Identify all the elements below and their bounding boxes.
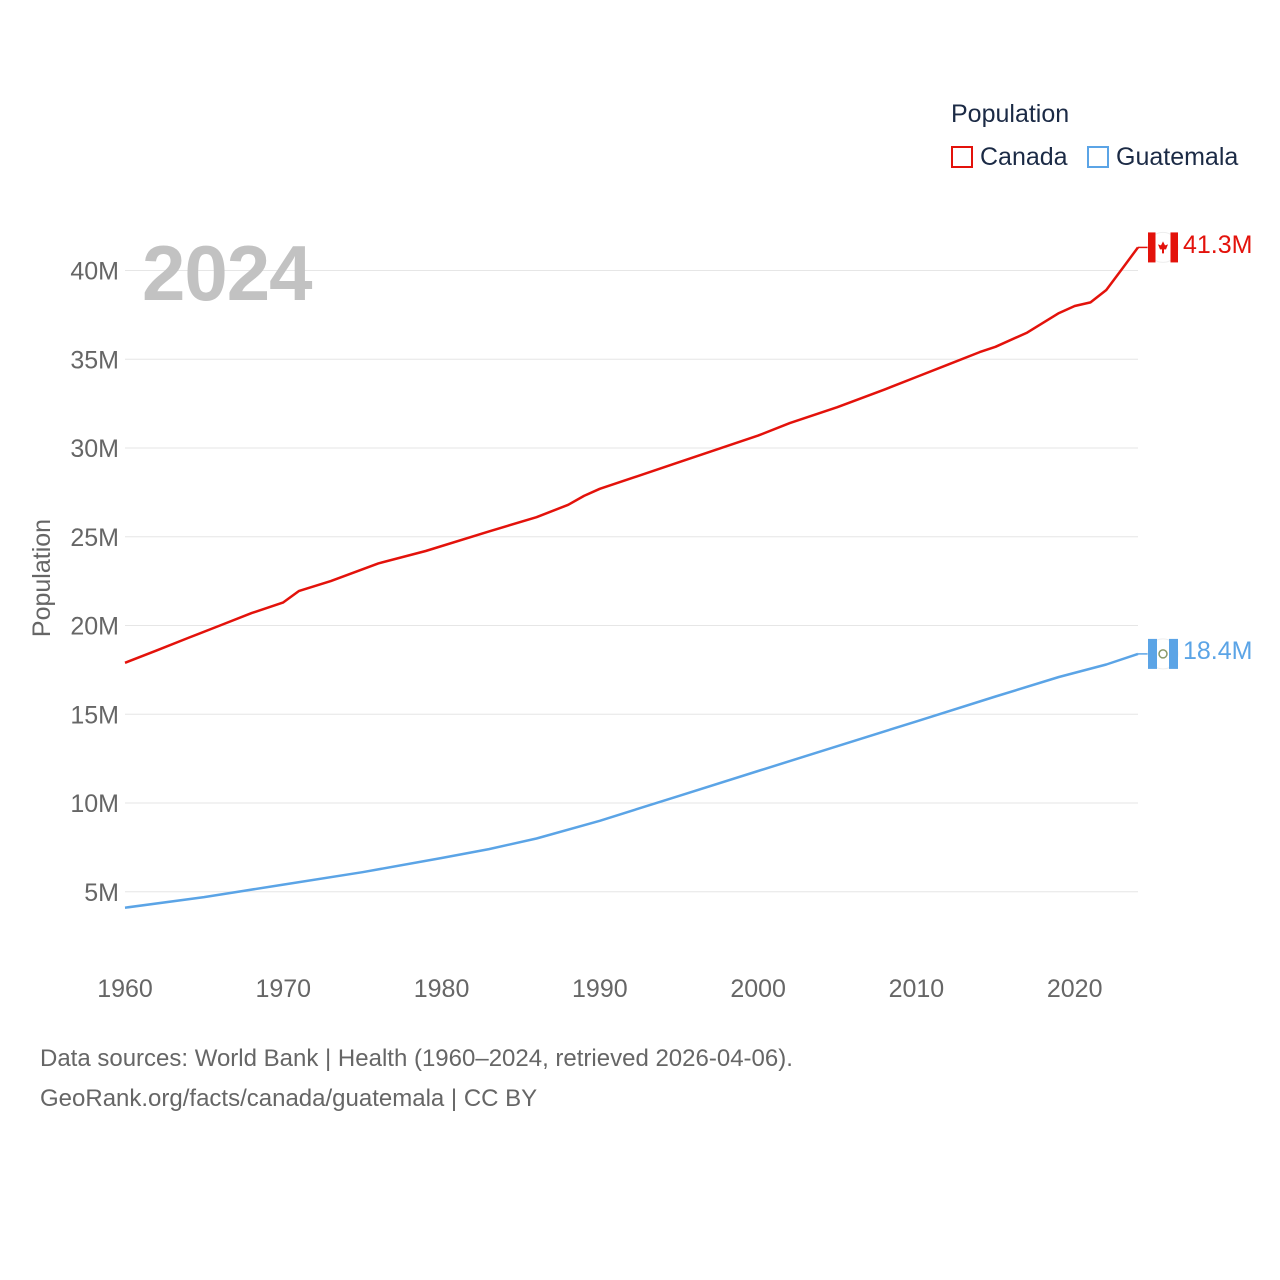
x-tick-label-1990: 1990 bbox=[572, 975, 628, 1003]
legend-label-guatemala: Guatemala bbox=[1116, 142, 1239, 171]
end-label-canada: 41.3M bbox=[1183, 231, 1253, 259]
legend-title: Population bbox=[951, 100, 1070, 128]
y-tick-label-10M: 10M bbox=[70, 790, 119, 818]
y-tick-label-25M: 25M bbox=[70, 524, 119, 552]
year-watermark: 2024 bbox=[142, 229, 313, 317]
legend-item-canada[interactable]: Canada bbox=[951, 141, 1068, 173]
footer-credit: GeoRank.org/facts/canada/guatemala | CC … bbox=[40, 1085, 538, 1112]
legend-swatch-guatemala bbox=[1087, 146, 1109, 168]
x-tick-label-1980: 1980 bbox=[414, 975, 470, 1003]
y-tick-label-30M: 30M bbox=[70, 435, 119, 463]
flag-guatemala-band-left bbox=[1148, 638, 1157, 669]
y-tick-label-20M: 20M bbox=[70, 613, 119, 641]
flag-canada-band-right bbox=[1170, 232, 1178, 263]
end-markers bbox=[1138, 231, 1179, 670]
flag-guatemala-band-right bbox=[1169, 638, 1178, 669]
gridlines bbox=[125, 270, 1138, 893]
x-tick-label-2010: 2010 bbox=[889, 975, 945, 1003]
coat-of-arms-icon bbox=[1158, 649, 1168, 659]
legend-item-guatemala[interactable]: Guatemala bbox=[1087, 141, 1238, 173]
series-lines bbox=[124, 246, 1140, 909]
x-tick-label-1960: 1960 bbox=[97, 975, 153, 1003]
maple-leaf-icon bbox=[1158, 241, 1168, 254]
y-tick-label-35M: 35M bbox=[70, 346, 119, 374]
flag-canada-band-left bbox=[1148, 232, 1156, 263]
x-tick-label-2000: 2000 bbox=[730, 975, 786, 1003]
legend-label-canada: Canada bbox=[980, 142, 1068, 171]
y-tick-label-40M: 40M bbox=[70, 258, 119, 286]
end-label-guatemala: 18.4M bbox=[1183, 637, 1253, 665]
footer-sources: Data sources: World Bank | Health (1960–… bbox=[40, 1045, 793, 1072]
series-line-guatemala bbox=[124, 652, 1139, 909]
x-axis-ticks: 1960 1970 1980 1990 2000 2010 2020 bbox=[97, 975, 1102, 1003]
series-line-canada bbox=[124, 246, 1140, 664]
y-axis-ticks: 5M 10M 15M 20M 25M 30M 35M 40M bbox=[70, 258, 119, 907]
x-tick-label-2020: 2020 bbox=[1047, 975, 1103, 1003]
y-tick-label-15M: 15M bbox=[70, 701, 119, 729]
y-tick-label-5M: 5M bbox=[84, 879, 119, 907]
legend-swatch-canada bbox=[951, 146, 973, 168]
x-tick-label-1970: 1970 bbox=[255, 975, 311, 1003]
y-axis-label: Population bbox=[28, 519, 56, 637]
